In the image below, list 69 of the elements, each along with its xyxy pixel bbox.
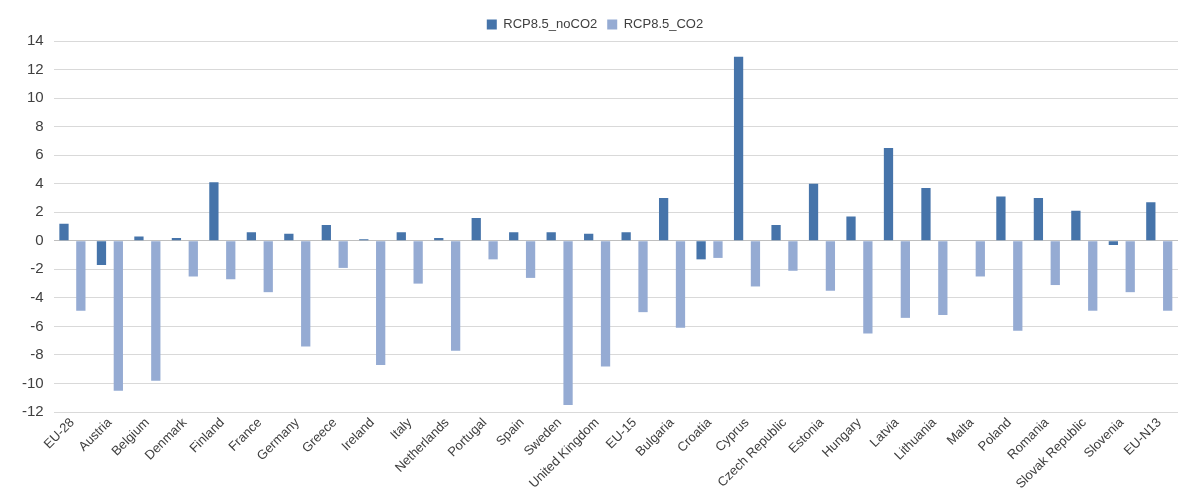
y-tick-label: 14 [26, 31, 44, 49]
bar [563, 241, 573, 405]
bar [750, 241, 761, 287]
bar [188, 241, 198, 277]
bar [396, 232, 406, 241]
y-tick-label: 0 [35, 230, 44, 248]
bar [808, 183, 819, 241]
bar [226, 241, 236, 280]
bar [1013, 241, 1023, 331]
y-tick-label: -10 [21, 373, 44, 391]
bar [621, 232, 631, 241]
bar [488, 241, 498, 260]
y-tick-label: -2 [30, 259, 44, 277]
bar [1050, 241, 1060, 286]
bar [1163, 241, 1173, 311]
bar [471, 217, 481, 241]
bar [938, 241, 948, 316]
bar [321, 225, 331, 241]
bar [113, 241, 123, 391]
bar [675, 241, 686, 328]
bar [450, 241, 461, 351]
bar [771, 225, 781, 241]
bar [825, 241, 836, 291]
bar [151, 241, 161, 381]
y-tick-label: 4 [35, 173, 44, 191]
y-tick-label: 10 [26, 88, 44, 106]
y-tick-label: -12 [21, 402, 44, 420]
y-tick-label: 8 [35, 116, 44, 134]
y-tick-label: -4 [30, 288, 44, 306]
bar [1125, 241, 1135, 293]
y-tick-label: 6 [35, 145, 44, 163]
bar [59, 223, 69, 241]
bar [525, 241, 536, 278]
bar [546, 232, 556, 241]
bar [863, 241, 873, 334]
bar [376, 241, 386, 365]
bar [301, 241, 311, 347]
bar [1071, 210, 1081, 241]
y-tick-label: -8 [30, 345, 44, 363]
legend-label: RCP8.5_CO2 [623, 16, 704, 32]
legend-label: RCP8.5_noCO2 [503, 16, 598, 32]
bar [696, 241, 706, 260]
bar [900, 241, 910, 318]
bar [996, 196, 1006, 241]
bar [921, 188, 931, 241]
bar [263, 241, 273, 293]
bar [96, 241, 107, 266]
bar [713, 241, 723, 258]
bar [846, 216, 856, 241]
bar [600, 241, 611, 367]
bar [638, 241, 648, 313]
bar [1033, 197, 1044, 241]
y-tick-label: -6 [30, 316, 44, 334]
bar [788, 241, 798, 271]
y-tick-label: 12 [26, 59, 44, 77]
bar [338, 241, 348, 268]
bar [1146, 202, 1156, 241]
bar [413, 241, 423, 284]
bar [733, 56, 744, 241]
bar [209, 182, 219, 241]
bar [975, 241, 985, 277]
bar [883, 148, 894, 241]
bar [658, 197, 669, 241]
bar [76, 241, 86, 311]
bar [1088, 241, 1098, 311]
y-tick-label: 2 [35, 202, 44, 220]
bar [509, 232, 519, 241]
bar [246, 232, 257, 241]
bar [1108, 241, 1118, 246]
